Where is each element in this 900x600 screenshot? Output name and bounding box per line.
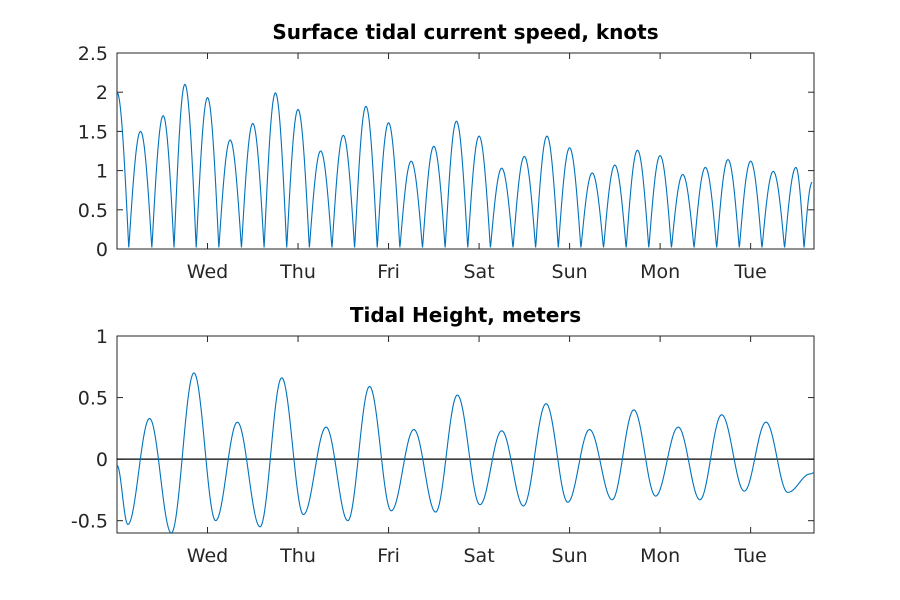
height-xtick-label: Sat: [463, 545, 494, 567]
speed-ytick-label: 0: [96, 239, 108, 261]
height-chart-title: Tidal Height, meters: [350, 303, 581, 327]
speed-ytick-label: 1.5: [78, 121, 108, 143]
height-series-line: [117, 372, 814, 533]
height-xtick-label: Mon: [640, 545, 680, 567]
height-xtick-label: Thu: [279, 545, 316, 567]
height-xtick-label: Sun: [552, 545, 588, 567]
speed-series-line: [117, 83, 813, 248]
speed-xtick-label: Mon: [640, 261, 680, 283]
speed-ytick-label: 1: [96, 161, 108, 183]
height-ytick-label: 0: [96, 449, 108, 471]
speed-xtick-label: Tue: [733, 261, 766, 283]
height-ytick-label: -0.5: [71, 511, 108, 533]
height-xtick-label: Wed: [187, 545, 228, 567]
speed-ytick-label: 2: [96, 82, 108, 104]
speed-plot-frame: [116, 52, 815, 250]
tidal-height-panel: Tidal Height, meters -0.5 0 0.5 1 Wed Thu Fri Sa…: [71, 303, 815, 567]
height-xtick-label: Tue: [733, 545, 766, 567]
speed-xtick-label: Sat: [463, 261, 494, 283]
speed-ytick-label: 0.5: [78, 200, 108, 222]
speed-chart-title: Surface tidal current speed, knots: [272, 20, 658, 44]
current-speed-panel: Surface tidal current speed, knots 0 0.5 1 1…: [78, 20, 815, 283]
speed-ytick-label: 2.5: [78, 43, 108, 65]
height-plot-frame: [116, 335, 815, 534]
speed-xtick-label: Thu: [279, 261, 316, 283]
height-ytick-label: 1: [96, 326, 108, 348]
speed-xtick-label: Sun: [552, 261, 588, 283]
speed-xtick-label: Wed: [187, 261, 228, 283]
height-xtick-label: Fri: [377, 545, 400, 567]
height-ytick-label: 0.5: [78, 388, 108, 410]
speed-xtick-label: Fri: [377, 261, 400, 283]
